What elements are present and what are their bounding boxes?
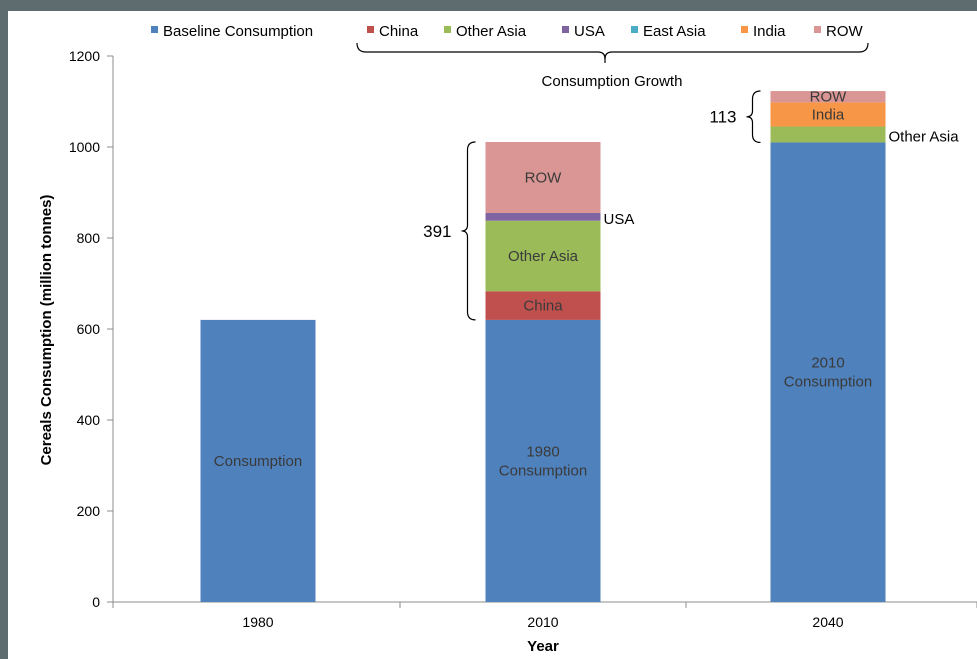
segment-label-2010-consumption: 2010 Consumption bbox=[784, 355, 872, 391]
legend-swatch-row bbox=[814, 26, 821, 33]
bracket-2040 bbox=[746, 90, 761, 144]
legend-swatch-india bbox=[741, 26, 748, 33]
bar-baseline-consumption-2010 bbox=[485, 319, 601, 602]
segment-labels: Consumption 1980 Consumption China Other Asi… bbox=[214, 89, 959, 480]
legend-swatch-baseline-consumption bbox=[151, 26, 158, 33]
bracket-2010 bbox=[461, 141, 476, 321]
segment-label-row: ROW bbox=[810, 89, 848, 106]
annotation-2040: 113 bbox=[709, 108, 736, 127]
bar-usa-2010 bbox=[485, 212, 601, 221]
legend-label-india: India bbox=[753, 23, 786, 40]
y-tick-label: 1000 bbox=[69, 139, 100, 155]
bar-other-asia-2010 bbox=[485, 220, 601, 292]
x-axis-title: Year bbox=[527, 638, 559, 655]
segment-label-other-asia: Other Asia bbox=[889, 128, 960, 145]
legend-swatch-other-asia bbox=[444, 26, 451, 33]
legend-swatch-east-asia bbox=[631, 26, 638, 33]
annotations: 391 113 bbox=[423, 90, 761, 321]
legend-group-label: Consumption Growth bbox=[542, 73, 683, 90]
legend-swatch-usa bbox=[562, 26, 569, 33]
segment-label-consumption: Consumption bbox=[214, 453, 302, 470]
legend-label-east-asia: East Asia bbox=[643, 23, 706, 40]
segment-label-china: China bbox=[523, 298, 563, 315]
segment-label-usa: USA bbox=[604, 211, 635, 228]
legend-label-baseline-consumption: Baseline Consumption bbox=[163, 23, 313, 40]
y-tick-label: 800 bbox=[77, 230, 101, 246]
y-tick-label: 600 bbox=[77, 321, 101, 337]
bar-row-2040 bbox=[770, 91, 886, 103]
bar-baseline-consumption-1980 bbox=[200, 319, 316, 602]
bar-china-2010 bbox=[485, 291, 601, 320]
bar-baseline-consumption-2040 bbox=[770, 142, 886, 602]
segment-label-row: ROW bbox=[525, 169, 563, 186]
bar-india-2040 bbox=[770, 102, 886, 127]
bars bbox=[200, 91, 886, 602]
x-tick-label: 2010 bbox=[527, 614, 558, 630]
legend-label-china: China bbox=[379, 23, 419, 40]
y-tick-label: 0 bbox=[92, 594, 100, 610]
y-tick-label: 400 bbox=[77, 412, 101, 428]
y-tick-label: 1200 bbox=[69, 48, 100, 64]
segment-label-india: India bbox=[812, 106, 845, 123]
legend-label-usa: USA bbox=[574, 23, 605, 40]
annotation-2010: 391 bbox=[423, 222, 451, 241]
legend-group-bracket bbox=[356, 42, 869, 60]
y-tick-label: 200 bbox=[77, 503, 101, 519]
bar-row-2010 bbox=[485, 141, 601, 213]
legend-label-row: ROW bbox=[826, 23, 864, 40]
legend-label-other-asia: Other Asia bbox=[456, 23, 527, 40]
segment-label-1980-consumption: 1980 Consumption bbox=[499, 443, 587, 479]
x-tick-label: 1980 bbox=[242, 614, 273, 630]
x-tick-label: 2040 bbox=[812, 614, 843, 630]
legend: Baseline Consumption China Other Asia USA Ea… bbox=[151, 23, 869, 90]
bar-other-asia-2040 bbox=[770, 126, 886, 143]
segment-label-other-asia: Other Asia bbox=[508, 248, 579, 265]
legend-swatch-china bbox=[367, 26, 374, 33]
y-axis-title: Cereals Consumption (million tonnes) bbox=[38, 195, 55, 466]
